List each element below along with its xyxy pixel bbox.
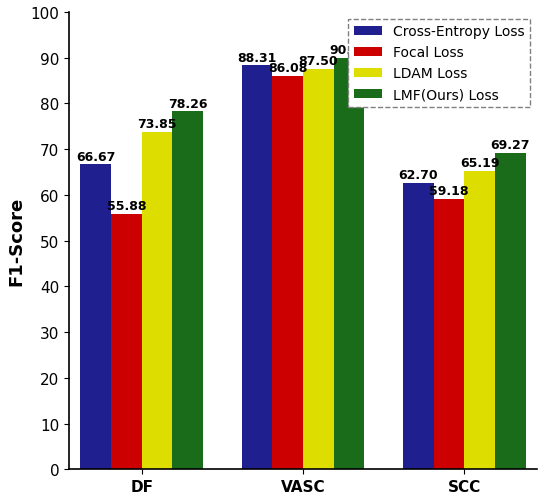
Text: 73.85: 73.85 xyxy=(137,118,177,130)
Bar xyxy=(333,59,364,469)
Legend: Cross-Entropy Loss, Focal Loss, LDAM Loss, LMF(Ours) Loss: Cross-Entropy Loss, Focal Loss, LDAM Los… xyxy=(349,20,530,108)
Text: 59.18: 59.18 xyxy=(429,184,469,197)
Text: 78.26: 78.26 xyxy=(168,97,207,110)
Text: 86.08: 86.08 xyxy=(268,62,307,75)
Bar xyxy=(141,132,172,469)
Text: 62.70: 62.70 xyxy=(399,168,438,181)
Bar xyxy=(172,112,203,469)
Bar xyxy=(495,153,526,469)
Text: 69.27: 69.27 xyxy=(491,138,530,151)
Bar xyxy=(303,70,333,469)
Bar xyxy=(111,214,141,469)
Text: 55.88: 55.88 xyxy=(107,199,146,212)
Bar xyxy=(403,183,434,469)
Text: 90.00: 90.00 xyxy=(329,44,369,57)
Bar xyxy=(242,66,273,469)
Text: 87.50: 87.50 xyxy=(299,55,338,68)
Bar xyxy=(434,199,465,469)
Bar xyxy=(81,165,111,469)
Text: 66.67: 66.67 xyxy=(76,150,115,163)
Bar xyxy=(465,172,495,469)
Text: 65.19: 65.19 xyxy=(460,157,499,170)
Bar xyxy=(273,77,303,469)
Text: 88.31: 88.31 xyxy=(237,52,277,65)
Y-axis label: F1-Score: F1-Score xyxy=(7,196,25,286)
